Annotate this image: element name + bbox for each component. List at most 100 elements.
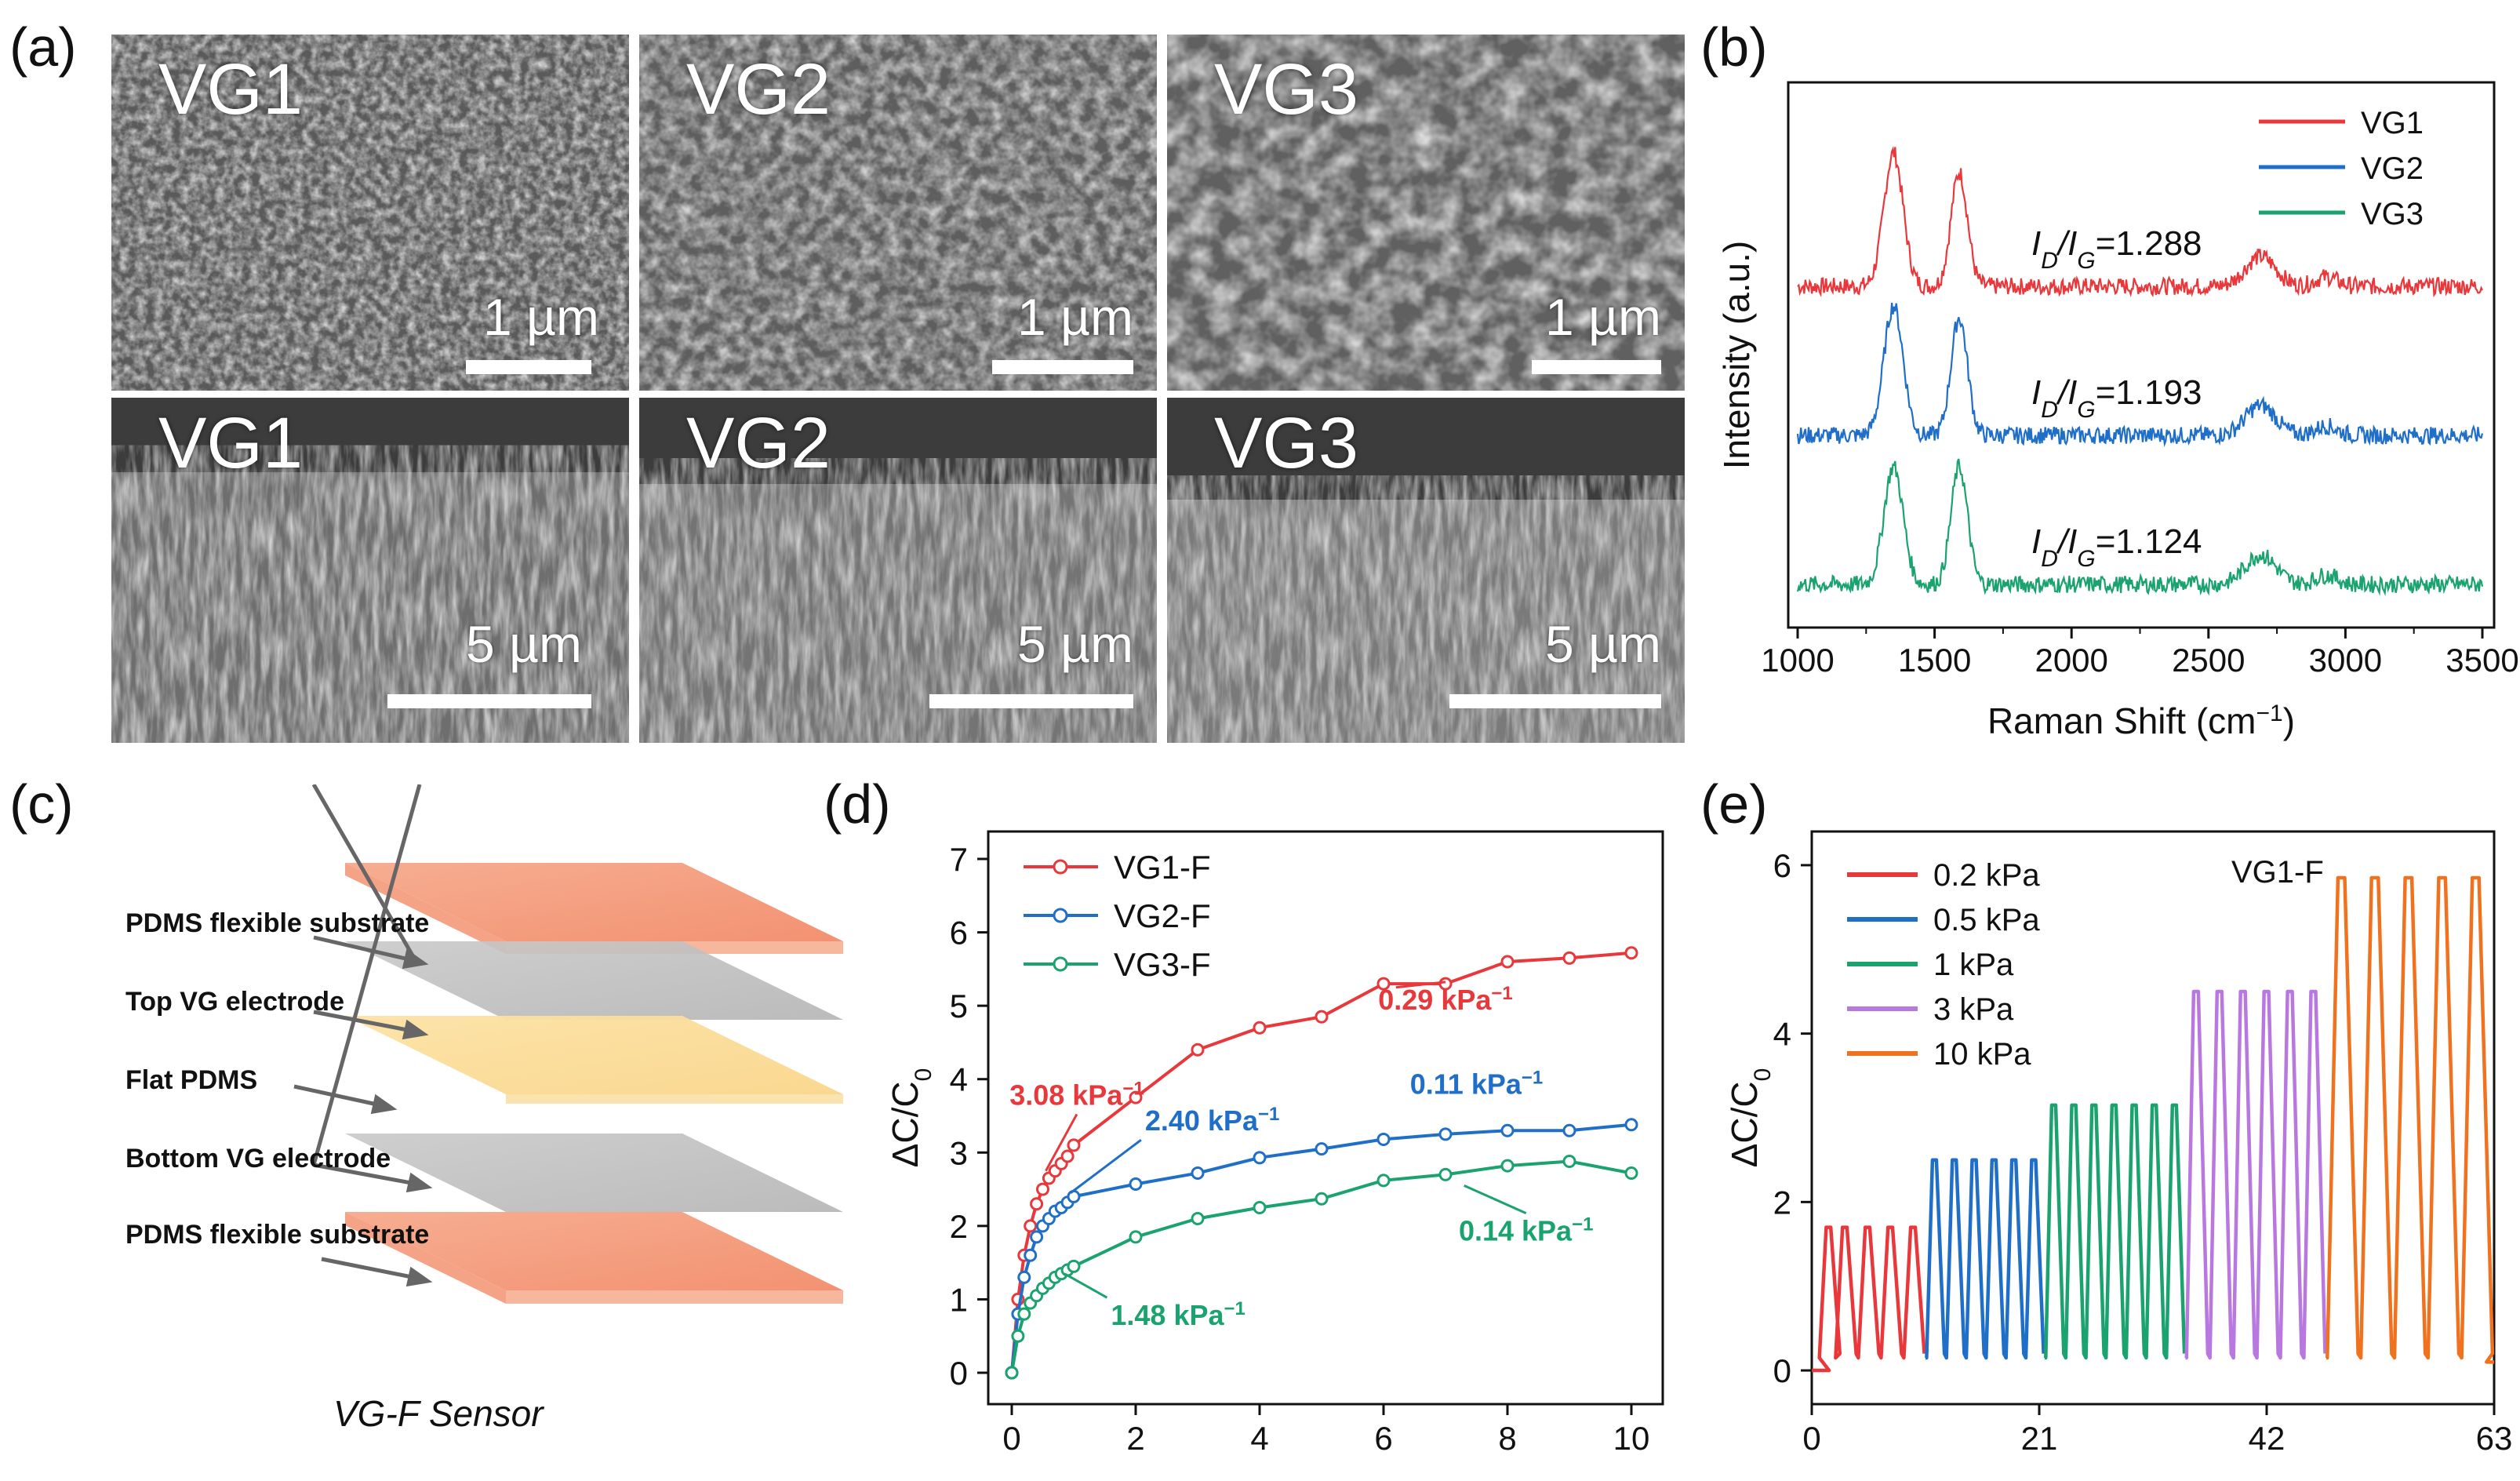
sem-label: VG1 (158, 49, 304, 129)
data-point-VG1-F (1500, 955, 1515, 969)
legend-label-VG3: VG3 (2361, 197, 2424, 231)
annotation-sup: −1 (1224, 1298, 1245, 1319)
legend-label-VG2: VG2 (2361, 151, 2424, 186)
ratio-sub: G (2077, 546, 2095, 572)
sem-label: VG2 (686, 49, 831, 129)
data-point-VG2-F (1500, 1123, 1515, 1137)
raman-series-VG1 (1797, 145, 2483, 298)
x-tick-label: 2 (1126, 1420, 1144, 1457)
y-tick-label: 4 (950, 1061, 968, 1098)
layer-label-pdms-bottom: PDMS flexible substrate (125, 1220, 430, 1250)
data-point-VG1-F (1036, 1182, 1049, 1196)
diagram-caption: VG-F Sensor (333, 1393, 544, 1434)
y-tick-label: 3 (950, 1134, 968, 1171)
scale-bar-label: 1 µm (1544, 288, 1661, 346)
time-response-chart: 0 21 42 63 0 2 4 6 Time (s) ΔC/C0 0.2 kPa 0.5 kPa 1 … (1724, 830, 2512, 1481)
ratio-sub: G (2077, 397, 2095, 423)
data-point-VG2-F (1438, 1127, 1453, 1141)
response-series-0.2 kPa (1812, 1225, 1926, 1373)
sem-bottom-vg1: VG1 5 µm (111, 398, 629, 743)
y-axis-label: ΔC/C0 (1724, 1068, 1776, 1168)
layer-pdms-bottom (345, 1212, 843, 1304)
sem-label: VG3 (1214, 49, 1359, 129)
data-point-VG2-F (1376, 1132, 1391, 1146)
scale-bar (1532, 360, 1661, 374)
data-point-VG3-F (1017, 1307, 1031, 1321)
data-point-VG3-F (1376, 1174, 1391, 1188)
layer-label-bottom-vg: Bottom VG electrode (125, 1144, 391, 1174)
y-tick-label: 0 (950, 1355, 968, 1392)
annotation-sup: −1 (1258, 1104, 1279, 1125)
scale-bar-label: 5 µm (1544, 615, 1661, 673)
data-point-VG3-F (1253, 1200, 1267, 1214)
series-line-VG2-F (1010, 1123, 1632, 1374)
scale-bar-label: 1 µm (1016, 288, 1133, 346)
annotation-arrow (1045, 1113, 1078, 1172)
x-tick-label: 3500 (2445, 642, 2518, 679)
annotation-arrow (1064, 1272, 1108, 1299)
raman-series-VG2 (1796, 302, 2484, 448)
legend-label-0.5 kPa: 0.5 kPa (1933, 903, 2040, 937)
legend-marker-VG2-F (1053, 908, 1068, 923)
data-point-VG1-F (1562, 951, 1576, 965)
y-axis-label: Intensity (a.u.) (1716, 241, 1757, 469)
y-tick-label: 6 (1773, 847, 1791, 884)
scale-bar (387, 694, 591, 708)
data-point-VG1-F (1129, 1090, 1143, 1104)
response-series-3 kPa (2184, 989, 2327, 1360)
sem-top-vg2: VG2 1 µm (639, 35, 1157, 391)
legend-label-10 kPa: 10 kPa (1933, 1037, 2031, 1072)
data-point-VG2-F (1067, 1189, 1081, 1203)
panel-label-c: (c) (9, 773, 74, 835)
data-point-VG3-F (1562, 1155, 1576, 1169)
annotation-slope: 0.11 kPa−1 (1410, 1067, 1544, 1101)
layer-label-flat-pdms: Flat PDMS (125, 1065, 258, 1095)
ratio-i: I (2031, 224, 2041, 263)
pressure-response-chart: 0 2 4 6 8 10 0 1 2 3 4 5 6 7 Pressure (kPa) ΔC/C0 VG1-F V… (885, 830, 1664, 1481)
leader-arrows (293, 784, 433, 1287)
x-tick-label: 2500 (2172, 642, 2245, 679)
scale-bar (466, 360, 591, 374)
data-point-VG3-F (1129, 1230, 1143, 1244)
ratio-sub: D (2041, 248, 2058, 274)
data-point-VG2-F (1624, 1118, 1638, 1132)
data-point-VG1-F (1624, 946, 1638, 960)
x-tick-label: 10 (1613, 1420, 1650, 1457)
x-tick-label: 4 (1250, 1420, 1268, 1457)
ratio-i: I (2031, 373, 2041, 412)
raman-chart: 1000 1500 2000 2500 3000 3500 Raman Shift (cm−… (1716, 81, 2519, 741)
scale-bar (929, 694, 1133, 708)
annotation-slope: 1.48 kPa−1 (1111, 1298, 1245, 1332)
ratio-mid: /I (2056, 373, 2077, 412)
legend-label-VG2-F: VG2-F (1114, 897, 1211, 934)
plot-frame (1810, 830, 2496, 1406)
sem-texture (639, 35, 1157, 391)
data-point-VG1-F (1030, 1197, 1044, 1211)
sensor-diagram: PDMS flexible substrate Top VG electrode… (0, 784, 863, 1481)
x-axis-label: Time (s) (2088, 1477, 2219, 1481)
data-point-VG2-F (1191, 1166, 1205, 1180)
data-point-VG1-F (1024, 1219, 1038, 1233)
sem-texture (639, 398, 1157, 743)
ratio-val: =1.288 (2096, 224, 2202, 263)
x-tick-label: 8 (1498, 1420, 1516, 1457)
layer-label-pdms-top: PDMS flexible substrate (125, 908, 430, 938)
y-tick-label: 4 (1773, 1016, 1791, 1053)
legend-label-VG3-F: VG3-F (1114, 946, 1211, 983)
ratio-i: I (2031, 522, 2041, 561)
x-axis-label: Pressure (kPa) (1205, 1477, 1446, 1481)
annotation-sup: −1 (1572, 1214, 1593, 1235)
layer-flat-pdms (345, 1016, 843, 1104)
x-tick-label: 0 (1802, 1420, 1820, 1457)
data-point-VG3-F (1011, 1329, 1025, 1343)
ratio-mid: /I (2056, 522, 2077, 561)
layer-stack (293, 784, 843, 1304)
y-tick-label: 1 (950, 1281, 968, 1318)
raman-series-VG3 (1796, 458, 2484, 596)
y-tick-label: 7 (950, 841, 968, 878)
annotation-slope: 3.08 kPa−1 (1009, 1078, 1144, 1112)
scale-bar-label: 5 µm (465, 615, 582, 673)
x-tick-label: 1000 (1761, 642, 1834, 679)
chart-title: VG1-F (2231, 855, 2324, 890)
panel-label-e: (e) (1700, 773, 1768, 835)
